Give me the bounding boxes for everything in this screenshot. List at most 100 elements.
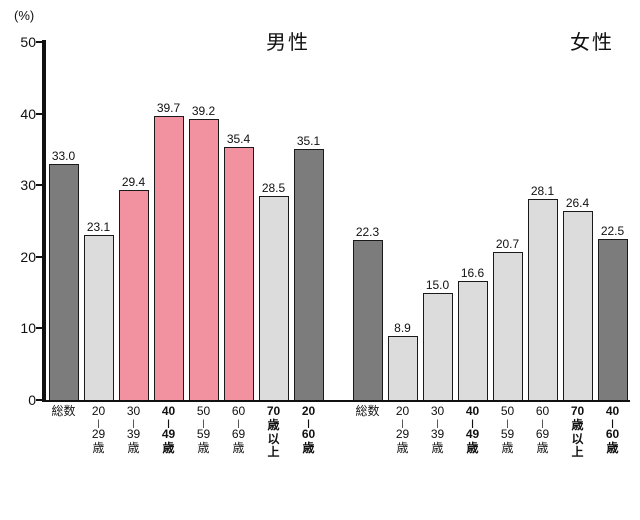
bar	[422, 292, 453, 400]
y-tick-mark	[36, 41, 42, 43]
y-axis-line	[42, 40, 46, 402]
bar-value-label: 22.3	[355, 225, 380, 240]
x-axis-label: 20 | 29 歳	[385, 404, 420, 460]
y-tick-mark	[36, 327, 42, 330]
x-axis-label: 60 | 69 歳	[221, 404, 256, 460]
bar-slot: 35.4	[221, 42, 256, 400]
x-axis-label-line: 上	[571, 445, 584, 460]
x-axis-label-line: 30	[126, 404, 141, 418]
bar-group: 22.3 8.9 15.0 16.6 20.7 28.1 26.4 22.5	[350, 42, 630, 400]
y-tick-label: 40	[20, 105, 36, 122]
x-axis-label-line: 歳	[127, 440, 140, 455]
bar	[258, 195, 289, 400]
bar	[153, 115, 184, 400]
bar-value-label: 20.7	[495, 236, 520, 251]
bar-value-label: 35.4	[226, 131, 251, 146]
x-axis-label-line: 歳	[267, 417, 280, 432]
x-axis-label-line: |	[132, 417, 135, 428]
x-axis-label: 70 歳以上	[256, 404, 291, 460]
bar-slot: 26.4	[560, 42, 595, 400]
x-axis-label-line: |	[611, 417, 614, 428]
y-tick-mark	[36, 112, 42, 115]
x-axis-label: 50 | 59 歳	[186, 404, 221, 460]
bar-value-label: 33.0	[51, 148, 76, 163]
bar-slot: 33.0	[46, 42, 81, 400]
y-tick-label: 20	[20, 248, 36, 265]
x-axis-label-line: 歳	[536, 440, 549, 455]
x-axis-line	[42, 400, 630, 402]
x-axis-label-line: 30	[430, 404, 445, 418]
x-axis-label-line: |	[471, 417, 474, 428]
x-axis-label-line: 歳	[571, 417, 584, 432]
bar-slot: 23.1	[81, 42, 116, 400]
x-axis-label-line: 40	[605, 404, 620, 418]
x-axis-labels: 総数 20 | 29 歳 30 | 39 歳 40 | 49 歳 50 | 59 歳 60 | 69 歳 70 歳以上 20 |…	[46, 404, 326, 460]
x-axis-label-line: 歳	[466, 440, 479, 455]
bar-value-label: 26.4	[565, 195, 590, 210]
bar	[387, 336, 418, 400]
x-axis-label-line: 29	[395, 426, 410, 441]
x-axis-label: 20 | 60 歳	[291, 404, 326, 460]
bar-slot: 20.7	[490, 42, 525, 400]
x-axis-label-line: 39	[430, 426, 445, 441]
bar-slot: 8.9	[385, 42, 420, 400]
bar-value-label: 22.5	[600, 223, 625, 238]
bar-value-label: 15.0	[425, 277, 450, 292]
x-axis-label-line: 歳	[162, 440, 175, 455]
x-axis-label: 30 | 39 歳	[420, 404, 455, 460]
x-axis-label-line: 59	[500, 426, 515, 441]
x-axis-label: 20 | 29 歳	[81, 404, 116, 460]
bar-slot: 15.0	[420, 42, 455, 400]
x-axis-label-line: |	[436, 417, 439, 428]
x-axis-label-line: 29	[91, 426, 106, 441]
bar-value-label: 23.1	[86, 219, 111, 234]
bar-group: 33.0 23.1 29.4 39.7 39.2 35.4 28.5 35.1	[46, 42, 326, 400]
x-axis-label: 総数	[46, 404, 81, 460]
x-axis-label-line: 40	[161, 404, 176, 418]
x-axis-label-line: |	[506, 417, 509, 428]
bar-slot: 22.5	[595, 42, 630, 400]
bar-value-label: 28.5	[261, 180, 286, 195]
bar-value-label: 29.4	[121, 174, 146, 189]
x-axis-label-line: 歳	[501, 440, 514, 455]
y-tick-label: 30	[20, 177, 36, 194]
x-axis-label-line: |	[97, 417, 100, 428]
x-axis-label-line: 59	[196, 426, 211, 441]
y-tick-mark	[36, 184, 42, 187]
y-tick-label: 10	[20, 320, 36, 337]
x-axis-label: 40 | 49 歳	[151, 404, 186, 460]
x-axis-label-line: 69	[535, 426, 550, 441]
bar	[492, 251, 523, 400]
x-axis-label-line: |	[307, 417, 310, 428]
bar-slot: 28.5	[256, 42, 291, 400]
bar	[352, 240, 383, 400]
bar	[48, 163, 79, 400]
bar	[457, 281, 488, 400]
bar-value-label: 8.9	[394, 321, 411, 336]
x-axis-label-line: 50	[500, 404, 515, 418]
x-axis-label-line: |	[541, 417, 544, 428]
bar-slot: 39.7	[151, 42, 186, 400]
x-axis-label-line: 20	[301, 404, 316, 418]
x-axis-label: 40 | 49 歳	[455, 404, 490, 460]
x-axis-label: 50 | 59 歳	[490, 404, 525, 460]
bar-value-label: 39.2	[191, 104, 216, 119]
bar-value-label: 35.1	[296, 133, 321, 148]
bar	[293, 148, 324, 400]
group-title: 男性	[266, 32, 310, 54]
x-axis-label-line: |	[202, 417, 205, 428]
x-axis-label-line: 以	[571, 431, 584, 446]
x-axis-label: 総数	[350, 404, 385, 460]
bar	[527, 198, 558, 400]
x-axis-label-line: 49	[465, 426, 480, 441]
group-title: 女性	[570, 32, 614, 54]
x-axis-label-line: 70	[266, 404, 281, 418]
x-axis-label-line: 70	[570, 404, 585, 418]
bar-slot: 35.1	[291, 42, 326, 400]
x-axis-label-line: 39	[126, 426, 141, 441]
x-axis-label: 60 | 69 歳	[525, 404, 560, 460]
x-axis-label-line: 60	[301, 426, 316, 441]
bar	[118, 189, 149, 400]
bar-slot: 29.4	[116, 42, 151, 400]
bar	[562, 210, 593, 400]
